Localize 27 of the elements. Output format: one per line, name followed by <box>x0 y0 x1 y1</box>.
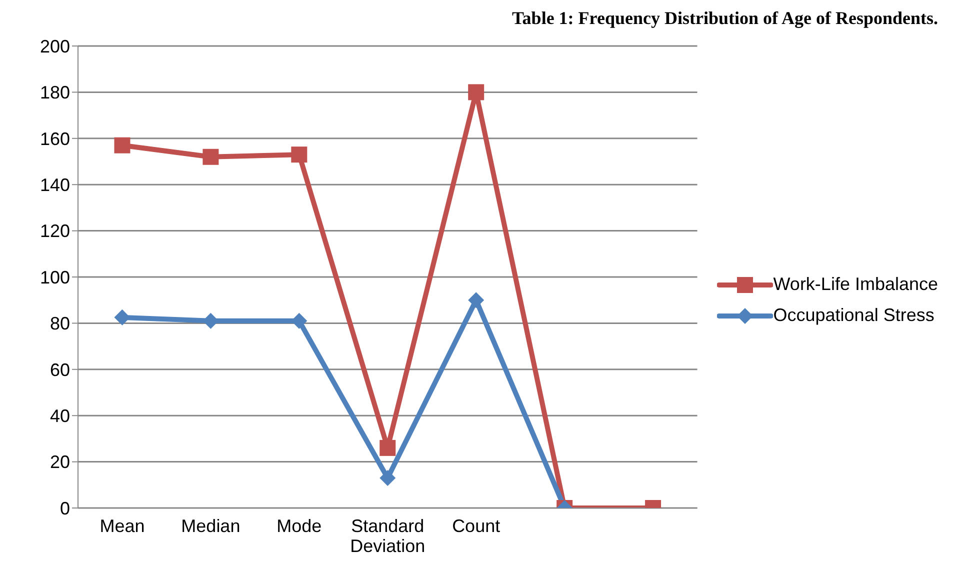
point <box>291 146 308 163</box>
y-tick-label: 200 <box>40 36 70 56</box>
y-tick-label: 80 <box>50 314 70 334</box>
y-tick-label: 100 <box>40 267 70 288</box>
y-tick-label: 120 <box>40 221 70 242</box>
y-tick-label: 160 <box>40 128 70 149</box>
y-tick-label: 20 <box>50 452 70 472</box>
point <box>468 84 484 100</box>
x-tick-label: Median <box>181 516 240 536</box>
x-tick-label: Standard Deviation <box>350 516 426 556</box>
legend-label: Occupational Stress <box>773 305 934 326</box>
point <box>202 148 219 165</box>
chart-title: Table 1: Frequency Distribution of Age of Respondents. <box>510 8 939 30</box>
y-tick-label: 0 <box>60 498 70 518</box>
x-tick-label: Count <box>452 516 500 536</box>
y-tick-label: 180 <box>40 82 70 103</box>
y-tick-label: 40 <box>50 406 70 426</box>
point <box>380 470 396 486</box>
x-tick-label: Mean <box>100 516 145 536</box>
point <box>114 137 130 154</box>
point <box>468 292 484 308</box>
y-tick-label: 140 <box>40 174 70 195</box>
point <box>380 440 396 456</box>
y-tick-label: 60 <box>50 360 70 380</box>
point <box>114 309 130 326</box>
legend-label: Work-Life Imbalance <box>773 274 938 295</box>
x-tick-label: Mode <box>276 516 322 536</box>
